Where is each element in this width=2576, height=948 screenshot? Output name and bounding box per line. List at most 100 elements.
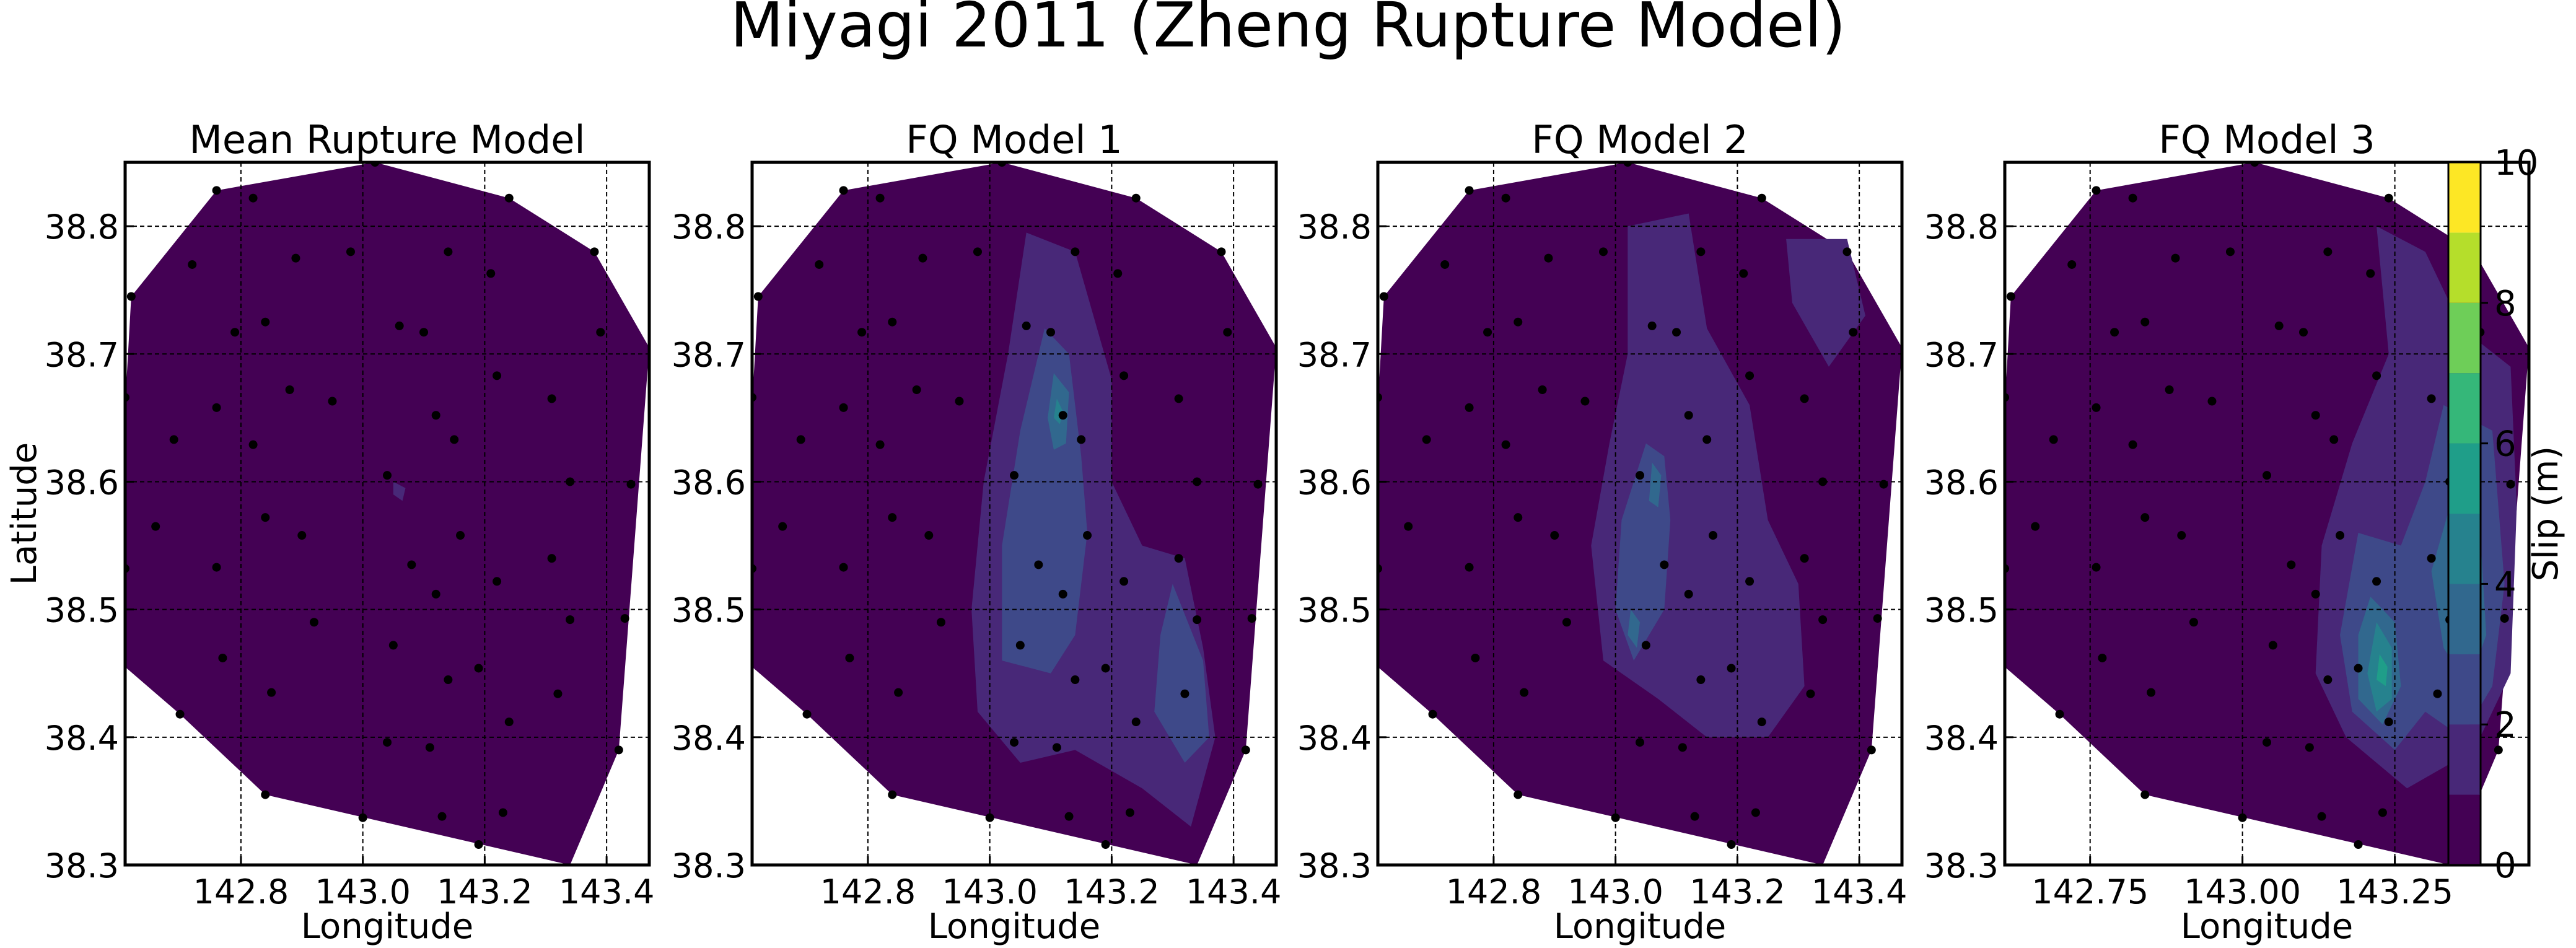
station-point	[1757, 193, 1766, 203]
station-point	[875, 440, 885, 449]
station-point	[1174, 554, 1183, 563]
station-point	[1842, 247, 1852, 257]
station-point	[1678, 743, 1687, 752]
station-point	[2055, 709, 2064, 719]
station-point	[2378, 808, 2387, 817]
plot-area	[1378, 162, 1902, 865]
station-point	[267, 688, 276, 697]
colorbar-segment	[2448, 443, 2481, 514]
station-point	[444, 247, 453, 257]
station-point	[1598, 247, 1608, 257]
colorbar-segment	[2448, 373, 2481, 444]
station-point	[553, 689, 563, 698]
y-tick-label: 38.7	[1297, 335, 1372, 374]
station-point	[1015, 641, 1025, 650]
y-tick-label: 38.6	[672, 463, 746, 502]
station-point	[1193, 615, 1202, 625]
station-point	[1672, 328, 1681, 337]
station-point	[875, 193, 885, 203]
station-point	[936, 618, 945, 627]
panel-4: FQ Model 3 142.75 143.00 143.25 38.3 38.4 38.5…	[1924, 117, 2531, 947]
station-point	[2372, 577, 2381, 586]
station-point	[1818, 615, 1828, 625]
axes-frame	[2003, 160, 2531, 867]
station-point	[1538, 385, 1547, 395]
station-point	[815, 260, 824, 269]
panel-3: FQ Model 2 142.8 143.0 143.2 143.4 38.3 38.4 38…	[1297, 117, 1908, 947]
station-point	[2098, 653, 2107, 662]
x-tick-label: 143.00	[2184, 872, 2301, 911]
station-point	[894, 688, 903, 697]
station-point	[2263, 738, 2271, 747]
station-point	[2336, 531, 2345, 540]
colorbar-tick-label: 8	[2494, 284, 2517, 324]
station-point	[547, 394, 556, 403]
station-point	[1223, 328, 1232, 337]
colorbar-tick-label: 2	[2494, 705, 2517, 745]
station-point	[261, 790, 270, 799]
station-point	[1404, 522, 1413, 531]
plot-area	[125, 162, 649, 865]
station-point	[493, 577, 502, 586]
station-point	[383, 738, 392, 747]
station-point	[2427, 554, 2436, 563]
station-point	[2049, 435, 2058, 444]
x-axis-label: Longitude	[1554, 906, 1727, 947]
y-tick-label: 38.6	[45, 463, 119, 502]
station-point	[1867, 745, 1876, 755]
station-point	[1465, 186, 1474, 195]
station-point	[1684, 589, 1693, 599]
station-point	[1052, 743, 1061, 752]
station-point	[1636, 471, 1644, 480]
x-tick-label: 142.8	[820, 872, 916, 911]
y-axis-label: Latitude	[4, 442, 45, 585]
station-point	[1247, 614, 1256, 623]
station-point	[358, 813, 367, 822]
station-point	[425, 743, 434, 752]
station-point	[1696, 675, 1706, 685]
x-tick-label: 143.2	[437, 872, 533, 911]
station-point	[1180, 689, 1189, 698]
station-point	[419, 328, 429, 337]
station-point	[2128, 440, 2137, 449]
y-tick-label: 38.3	[1297, 846, 1372, 885]
station-point	[1101, 840, 1110, 849]
station-point	[973, 247, 982, 257]
station-point	[1580, 397, 1590, 406]
station-point	[248, 440, 258, 449]
station-point	[2500, 614, 2509, 623]
colorbar-tick-label: 6	[2494, 424, 2517, 465]
panel-title: FQ Model 1	[906, 117, 1122, 162]
station-point	[383, 471, 392, 480]
station-point	[1501, 440, 1510, 449]
station-point	[1034, 560, 1043, 569]
station-point	[346, 247, 355, 257]
station-point	[2329, 435, 2339, 444]
y-tick-label: 38.7	[45, 335, 119, 374]
station-point	[1071, 675, 1080, 685]
panel-2: FQ Model 1 142.8 143.0 143.2 143.4 38.3 38.4 38…	[672, 117, 1282, 947]
x-tick-label: 143.0	[315, 872, 411, 911]
station-point	[857, 328, 867, 337]
station-point	[1064, 812, 1074, 821]
station-point	[1562, 618, 1571, 627]
station-point	[2366, 269, 2375, 278]
station-point	[778, 522, 787, 531]
y-tick-label: 38.4	[1297, 719, 1372, 758]
plot-area	[752, 162, 1276, 865]
station-point	[2311, 589, 2320, 599]
station-point	[1745, 371, 1755, 380]
station-point	[248, 193, 258, 203]
station-point	[395, 321, 404, 330]
x-tick-label: 143.0	[1567, 872, 1663, 911]
station-point	[218, 653, 227, 662]
station-point	[753, 292, 763, 301]
station-point	[297, 531, 307, 540]
station-point	[1101, 664, 1110, 673]
station-point	[486, 269, 496, 278]
station-point	[1174, 394, 1183, 403]
station-point	[888, 513, 897, 522]
station-point	[1647, 321, 1657, 330]
station-point	[2494, 745, 2503, 755]
